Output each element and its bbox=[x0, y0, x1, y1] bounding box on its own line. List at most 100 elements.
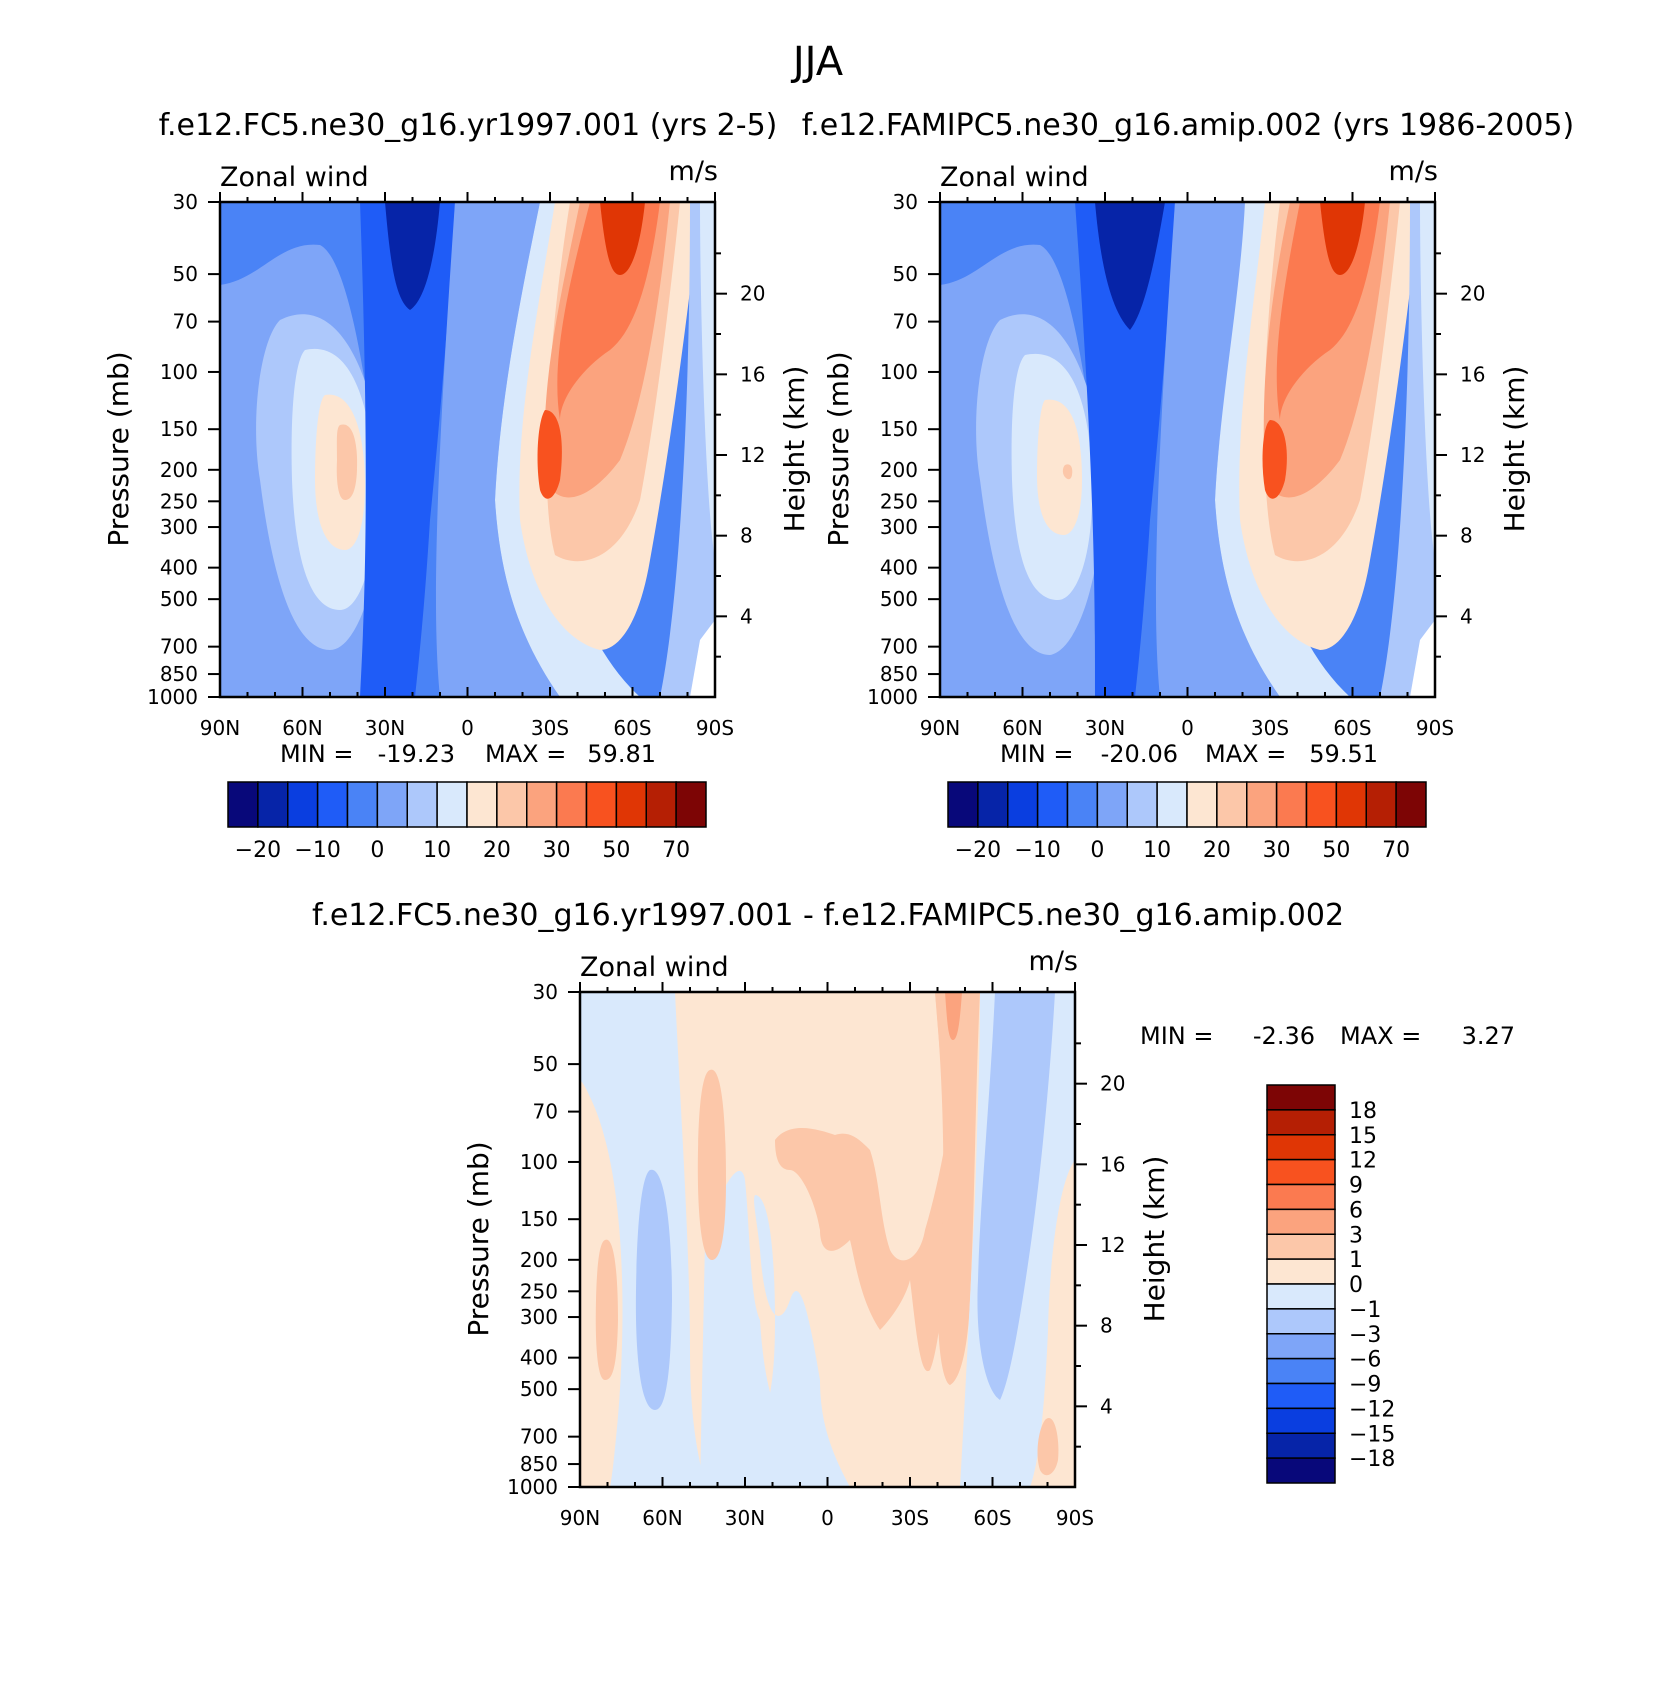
figure-title: JJA bbox=[790, 39, 844, 85]
colorbar-box bbox=[1186, 781, 1218, 828]
panel-2-max-label: MAX = bbox=[1205, 740, 1286, 768]
panel-1-max-value: 59.81 bbox=[587, 740, 656, 768]
y-right-tick-label: 4 bbox=[740, 604, 753, 628]
colorbar-box bbox=[977, 781, 1009, 828]
colorbar-box bbox=[1266, 1457, 1336, 1484]
colorbar-label: 20 bbox=[483, 838, 511, 863]
colorbar-label: 9 bbox=[1349, 1174, 1363, 1199]
colorbar-box bbox=[346, 781, 379, 828]
colorbar-label: 0 bbox=[370, 838, 384, 863]
y-right-tick-label: 8 bbox=[740, 524, 753, 548]
panel-1: f.e12.FC5.ne30_g16.yr1997.001 (yrs 2-5) … bbox=[102, 108, 811, 863]
colorbar-box bbox=[1246, 781, 1278, 828]
colorbar-box bbox=[1156, 781, 1188, 828]
panel-3-variable: Zonal wind bbox=[580, 952, 729, 983]
x-tick-label: 0 bbox=[821, 1506, 834, 1530]
panel-1-title: f.e12.FC5.ne30_g16.yr1997.001 (yrs 2-5) bbox=[159, 108, 778, 143]
y-tick-label: 1000 bbox=[147, 685, 198, 709]
x-tick-label: 60N bbox=[1002, 716, 1042, 740]
y-tick-label: 400 bbox=[880, 556, 918, 580]
colorbar-label: 18 bbox=[1349, 1099, 1377, 1124]
y-right-tick-label: 12 bbox=[1460, 443, 1485, 467]
colorbar-label: 30 bbox=[543, 838, 571, 863]
colorbar-box bbox=[1266, 1109, 1336, 1136]
colorbar-box bbox=[376, 781, 408, 828]
x-tick-label: 90S bbox=[1416, 716, 1454, 740]
y-right-tick-label: 20 bbox=[1460, 282, 1485, 306]
colorbar-label: −20 bbox=[235, 838, 281, 863]
colorbar-box bbox=[1266, 1183, 1336, 1211]
x-tick-label: 60S bbox=[1333, 716, 1371, 740]
x-tick-label: 30N bbox=[725, 1506, 765, 1530]
colorbar-box bbox=[1216, 781, 1248, 828]
panel-1-contours bbox=[220, 202, 715, 697]
colorbar-label: 6 bbox=[1349, 1198, 1363, 1223]
x-tick-label: 90N bbox=[560, 1506, 600, 1530]
y-tick-label: 70 bbox=[173, 310, 198, 334]
colorbar-label: −1 bbox=[1349, 1298, 1381, 1323]
y-right-tick-label: 4 bbox=[1100, 1394, 1113, 1418]
panel-2: f.e12.FAMIPC5.ne30_g16.amip.002 (yrs 198… bbox=[802, 108, 1574, 863]
colorbar-label: −3 bbox=[1349, 1323, 1381, 1348]
colorbar-box bbox=[1395, 781, 1427, 828]
x-tick-label: 90S bbox=[1056, 1506, 1094, 1530]
y-right-tick-label: 4 bbox=[1460, 604, 1473, 628]
colorbar-label: 15 bbox=[1349, 1124, 1377, 1149]
y-tick-label: 150 bbox=[880, 417, 918, 441]
y-tick-label: 700 bbox=[160, 635, 198, 659]
y-tick-label: 500 bbox=[520, 1377, 558, 1401]
y-tick-label: 300 bbox=[160, 515, 198, 539]
colorbar-label: 10 bbox=[1143, 838, 1171, 863]
y-tick-label: 1000 bbox=[507, 1475, 558, 1499]
colorbar-box bbox=[1266, 1283, 1336, 1310]
x-tick-label: 90N bbox=[200, 716, 240, 740]
colorbar-label: −18 bbox=[1349, 1447, 1395, 1472]
colorbar-label: −10 bbox=[294, 838, 340, 863]
y-tick-label: 30 bbox=[533, 980, 558, 1004]
colorbar-label: 50 bbox=[602, 838, 630, 863]
y-right-tick-label: 8 bbox=[1100, 1314, 1113, 1338]
x-tick-label: 0 bbox=[1181, 716, 1194, 740]
y-tick-label: 250 bbox=[880, 489, 918, 513]
colorbar-box bbox=[466, 781, 498, 828]
x-tick-label: 30N bbox=[1085, 716, 1125, 740]
panel-3-units: m/s bbox=[1029, 946, 1078, 977]
y-tick-label: 500 bbox=[160, 587, 198, 611]
colorbar-label: 30 bbox=[1263, 838, 1291, 863]
y-tick-label: 50 bbox=[893, 262, 918, 286]
y-right-tick-label: 12 bbox=[740, 443, 765, 467]
colorbar-label: −15 bbox=[1349, 1422, 1395, 1447]
colorbar-box bbox=[257, 781, 289, 828]
x-tick-label: 60N bbox=[642, 1506, 682, 1530]
panel-2-axes: 90N 60N 30N 0 30S 60S 90S 30 50 70 100 150 200 250300… bbox=[867, 190, 1485, 740]
panel-2-min-label: MIN = bbox=[1000, 740, 1073, 768]
colorbar-box bbox=[1266, 1308, 1336, 1335]
y-tick-label: 200 bbox=[880, 458, 918, 482]
panel-3-max-label: MAX = bbox=[1340, 1022, 1421, 1050]
panel-2-min-value: -20.06 bbox=[1101, 740, 1178, 768]
panel-2-ylabel: Pressure (mb) bbox=[822, 351, 855, 546]
colorbar-label: 20 bbox=[1203, 838, 1231, 863]
colorbar-box bbox=[1266, 1407, 1336, 1434]
colorbar-box bbox=[526, 781, 558, 828]
y-tick-label: 850 bbox=[880, 662, 918, 686]
x-tick-label: 90N bbox=[920, 716, 960, 740]
x-tick-label: 30S bbox=[531, 716, 569, 740]
colorbar-box bbox=[287, 781, 319, 828]
panel-3-max-value: 3.27 bbox=[1462, 1022, 1515, 1050]
panel-1-axes: 90N 60N 30N 0 30S 60S 90S 30 50 70 100 150 200 250300… bbox=[147, 190, 765, 740]
colorbar-box bbox=[1266, 1134, 1336, 1161]
colorbar-box bbox=[1036, 781, 1069, 828]
colorbar-label: 0 bbox=[1349, 1273, 1363, 1298]
panel-3-min-value: -2.36 bbox=[1253, 1022, 1315, 1050]
colorbar-box bbox=[1335, 781, 1367, 828]
y-tick-label: 50 bbox=[173, 262, 198, 286]
colorbar-label: −6 bbox=[1349, 1348, 1381, 1373]
y-tick-label: 250 bbox=[520, 1279, 558, 1303]
y-tick-label: 200 bbox=[520, 1248, 558, 1272]
y-tick-label: 300 bbox=[880, 515, 918, 539]
panel-2-colorbar: −20 −10 0 10 20 30 50 70 bbox=[947, 781, 1427, 863]
panel-3-ylabel: Pressure (mb) bbox=[462, 1141, 495, 1336]
x-tick-label: 30S bbox=[891, 1506, 929, 1530]
